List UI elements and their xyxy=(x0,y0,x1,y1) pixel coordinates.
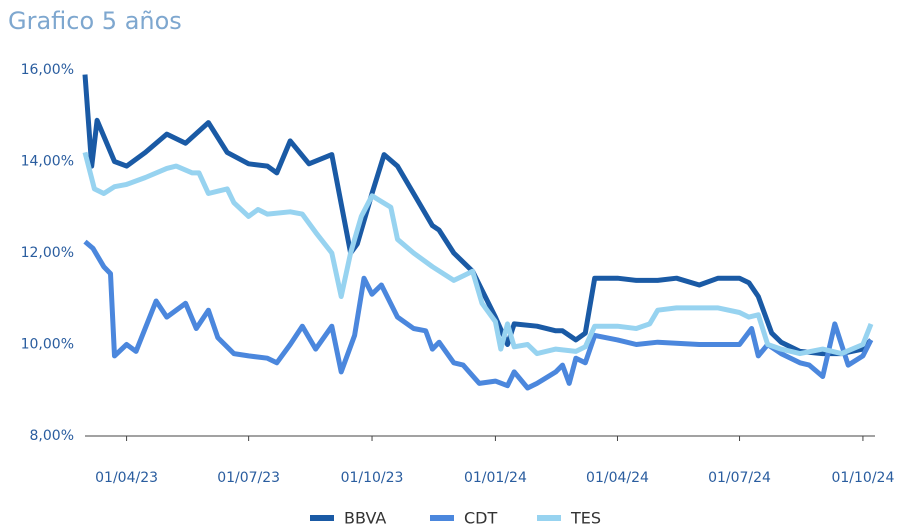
x-tick-label: 01/10/24 xyxy=(831,470,894,486)
series-line xyxy=(82,151,874,357)
x-tick-label: 01/10/23 xyxy=(341,470,404,486)
legend-label: BBVA xyxy=(344,509,386,528)
x-tick-label: 01/04/24 xyxy=(586,470,649,486)
x-tick-label: 01/07/23 xyxy=(217,470,280,486)
y-tick-label: 14,00% xyxy=(21,154,74,170)
y-tick-label: 8,00% xyxy=(30,428,74,444)
x-tick-label: 01/04/23 xyxy=(95,470,158,486)
series-line xyxy=(82,74,873,357)
x-tick-label: 01/01/24 xyxy=(464,470,527,486)
legend-label: CDT xyxy=(464,509,497,528)
y-tick-label: 12,00% xyxy=(21,245,74,261)
x-tick-label: 01/07/24 xyxy=(708,470,771,486)
y-tick-label: 16,00% xyxy=(21,62,74,78)
y-tick-label: 10,00% xyxy=(21,337,74,353)
legend-label: TES xyxy=(570,509,601,528)
series-line xyxy=(83,239,874,391)
chart-title: Grafico 5 años xyxy=(8,7,182,35)
